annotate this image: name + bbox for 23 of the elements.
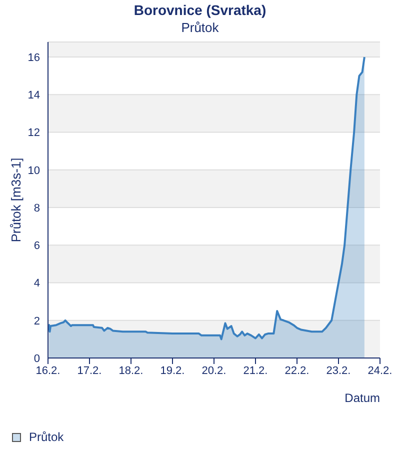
x-axis-title: Datum: [344, 391, 380, 405]
x-tick-label: 16.2.: [36, 364, 60, 377]
y-tick-label: 10: [28, 164, 40, 177]
x-tick-label: 22.2.: [284, 364, 310, 377]
x-tick-label: 21.2.: [243, 364, 268, 377]
chart-title: Borovnice (Svratka): [132, 2, 268, 20]
y-tick-label: 0: [34, 352, 40, 365]
x-tick-label: 18.2.: [118, 364, 144, 377]
y-tick-label: 12: [28, 127, 40, 140]
x-tick-label: 20.2.: [202, 364, 226, 377]
y-tick-label: 14: [28, 90, 40, 102]
chart-subtitle: Průtok: [180, 20, 220, 37]
y-tick-label: 8: [34, 202, 40, 214]
x-tick-label: 17.2.: [77, 364, 102, 377]
x-tick-label: 23.2.: [326, 364, 351, 377]
x-tick-label: 19.2.: [160, 364, 185, 377]
y-tick-label: 6: [34, 240, 40, 252]
y-tick-label: 4: [34, 278, 40, 290]
y-tick-label: 2: [34, 315, 40, 328]
legend-label: Průtok: [29, 430, 64, 444]
x-tick-label: 24.2.: [368, 364, 392, 377]
y-tick-label: 16: [28, 52, 40, 64]
y-axis-title: Průtok [m3s-1]: [8, 158, 24, 242]
